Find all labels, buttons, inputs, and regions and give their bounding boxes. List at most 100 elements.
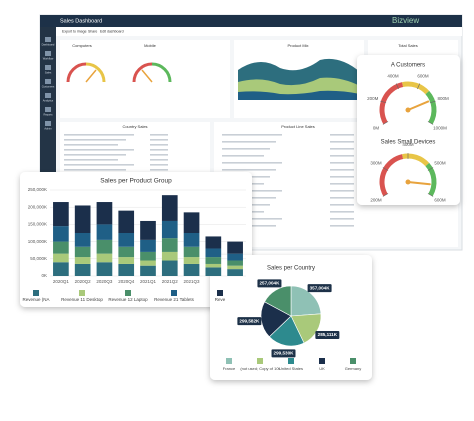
toolbar-button[interactable]: Edit dashboard	[100, 29, 124, 33]
y-tick-label: 50,000K	[30, 256, 47, 261]
sidebar-item[interactable]: Reports	[43, 113, 53, 117]
y-tick-label: 0K	[41, 273, 47, 278]
gauge-tick	[417, 83, 421, 90]
table-row	[222, 155, 264, 157]
table-row	[64, 144, 118, 146]
table-row	[64, 139, 126, 141]
table-row	[64, 154, 126, 156]
table-row	[222, 169, 276, 171]
value-label: 285,111K	[318, 332, 338, 337]
table-row	[150, 139, 168, 141]
gauge-tick-label: 0M	[373, 126, 380, 131]
bar-segment	[118, 210, 135, 233]
y-tick-label: 200,000K	[28, 204, 47, 209]
gauge-hub	[405, 179, 411, 185]
gauge-tick	[382, 167, 389, 171]
x-tick-label: 2021Q3	[184, 279, 201, 284]
table-row	[330, 141, 354, 143]
bar-segment	[74, 257, 91, 264]
toolbar	[56, 27, 462, 36]
table-row	[330, 190, 354, 192]
bar-segment	[205, 248, 222, 258]
bar-segment	[183, 212, 200, 233]
gauge-tick-label: 600M	[417, 73, 429, 78]
legend-label: Revenue 11 Desktop	[61, 297, 103, 302]
sidebar-icon	[45, 107, 51, 112]
gauge-tick-label: 500M	[434, 161, 446, 166]
table-row	[330, 204, 354, 206]
sidebar-item[interactable]: Sales	[45, 71, 52, 75]
x-tick-label: 2021Q2	[162, 279, 179, 284]
bar-segment	[227, 265, 243, 270]
bar-segment	[161, 260, 178, 276]
gauge-band	[425, 90, 437, 125]
table-row	[64, 134, 134, 136]
gauge-title: Sales Small Devices	[381, 140, 436, 146]
table-row	[330, 211, 354, 213]
value-label: 257,004K	[259, 281, 280, 286]
table-row	[150, 149, 168, 151]
gauge-tick	[382, 121, 389, 125]
table-row	[150, 154, 168, 156]
legend-swatch	[319, 358, 325, 364]
gauge-tick	[427, 167, 434, 171]
gauge-tick-label: 300M	[370, 161, 382, 166]
chart-title: Sales per Product Group	[100, 178, 172, 185]
gauge-needle	[407, 100, 430, 111]
sidebar-icon	[45, 79, 51, 84]
chart-title: Sales per Country	[267, 266, 315, 272]
bar-segment	[205, 236, 222, 249]
gauge-tick	[382, 193, 389, 197]
gauge-needle	[407, 181, 431, 186]
legend-swatch	[257, 358, 263, 364]
panel-title: Product Mix	[287, 43, 308, 48]
table-row	[330, 218, 354, 220]
panel-title: Total Sales	[398, 43, 418, 48]
bar-segment	[74, 233, 91, 247]
y-tick-label: 100,000K	[28, 239, 47, 244]
gauge-hub	[405, 107, 411, 113]
gauge-tick	[427, 121, 434, 125]
bar-segment	[183, 263, 200, 276]
legend-swatch	[33, 290, 39, 296]
bar-segment	[53, 226, 69, 242]
top-bar	[40, 15, 462, 27]
legend-swatch	[217, 290, 223, 296]
bar-segment	[140, 251, 156, 261]
toolbar-button[interactable]: Export to image	[62, 29, 87, 33]
bar-segment	[205, 257, 222, 264]
sidebar-item[interactable]: Admin	[44, 127, 52, 131]
brand: Bizview	[392, 16, 419, 25]
legend-label: Reve	[215, 297, 226, 302]
table-row	[150, 144, 168, 146]
pie-slice	[268, 315, 305, 347]
bar-segment	[227, 241, 243, 254]
bar-segment	[227, 260, 243, 266]
table-row	[150, 169, 168, 171]
sidebar-item[interactable]: Analytics	[43, 99, 54, 103]
table-row	[330, 162, 354, 164]
gauge-band	[402, 153, 430, 167]
x-tick-label: 2020Q2	[75, 279, 92, 284]
table-row	[64, 169, 126, 171]
table-row	[222, 148, 270, 150]
bar-segment	[140, 260, 156, 266]
table-row	[330, 155, 354, 157]
x-tick-label: 2020Q1	[53, 279, 70, 284]
sidebar-item[interactable]: Dashboard	[42, 43, 55, 47]
gauge-tick-label: 200M	[370, 198, 382, 203]
table-row	[150, 159, 168, 161]
gauge-tick	[380, 100, 387, 104]
sidebar-item[interactable]: Customers	[42, 85, 55, 89]
bar-segment	[53, 253, 69, 263]
bar-segment	[161, 238, 178, 252]
bar-segment	[96, 202, 113, 225]
sidebar-icon	[45, 121, 51, 126]
table-row	[64, 149, 134, 151]
table-row	[222, 134, 282, 136]
bar-segment	[96, 253, 113, 263]
sidebar-item[interactable]: Workflow	[43, 57, 54, 61]
toolbar-button[interactable]: Share	[88, 29, 97, 33]
legend-label: United States	[279, 366, 303, 371]
gauge-tick	[427, 193, 434, 197]
